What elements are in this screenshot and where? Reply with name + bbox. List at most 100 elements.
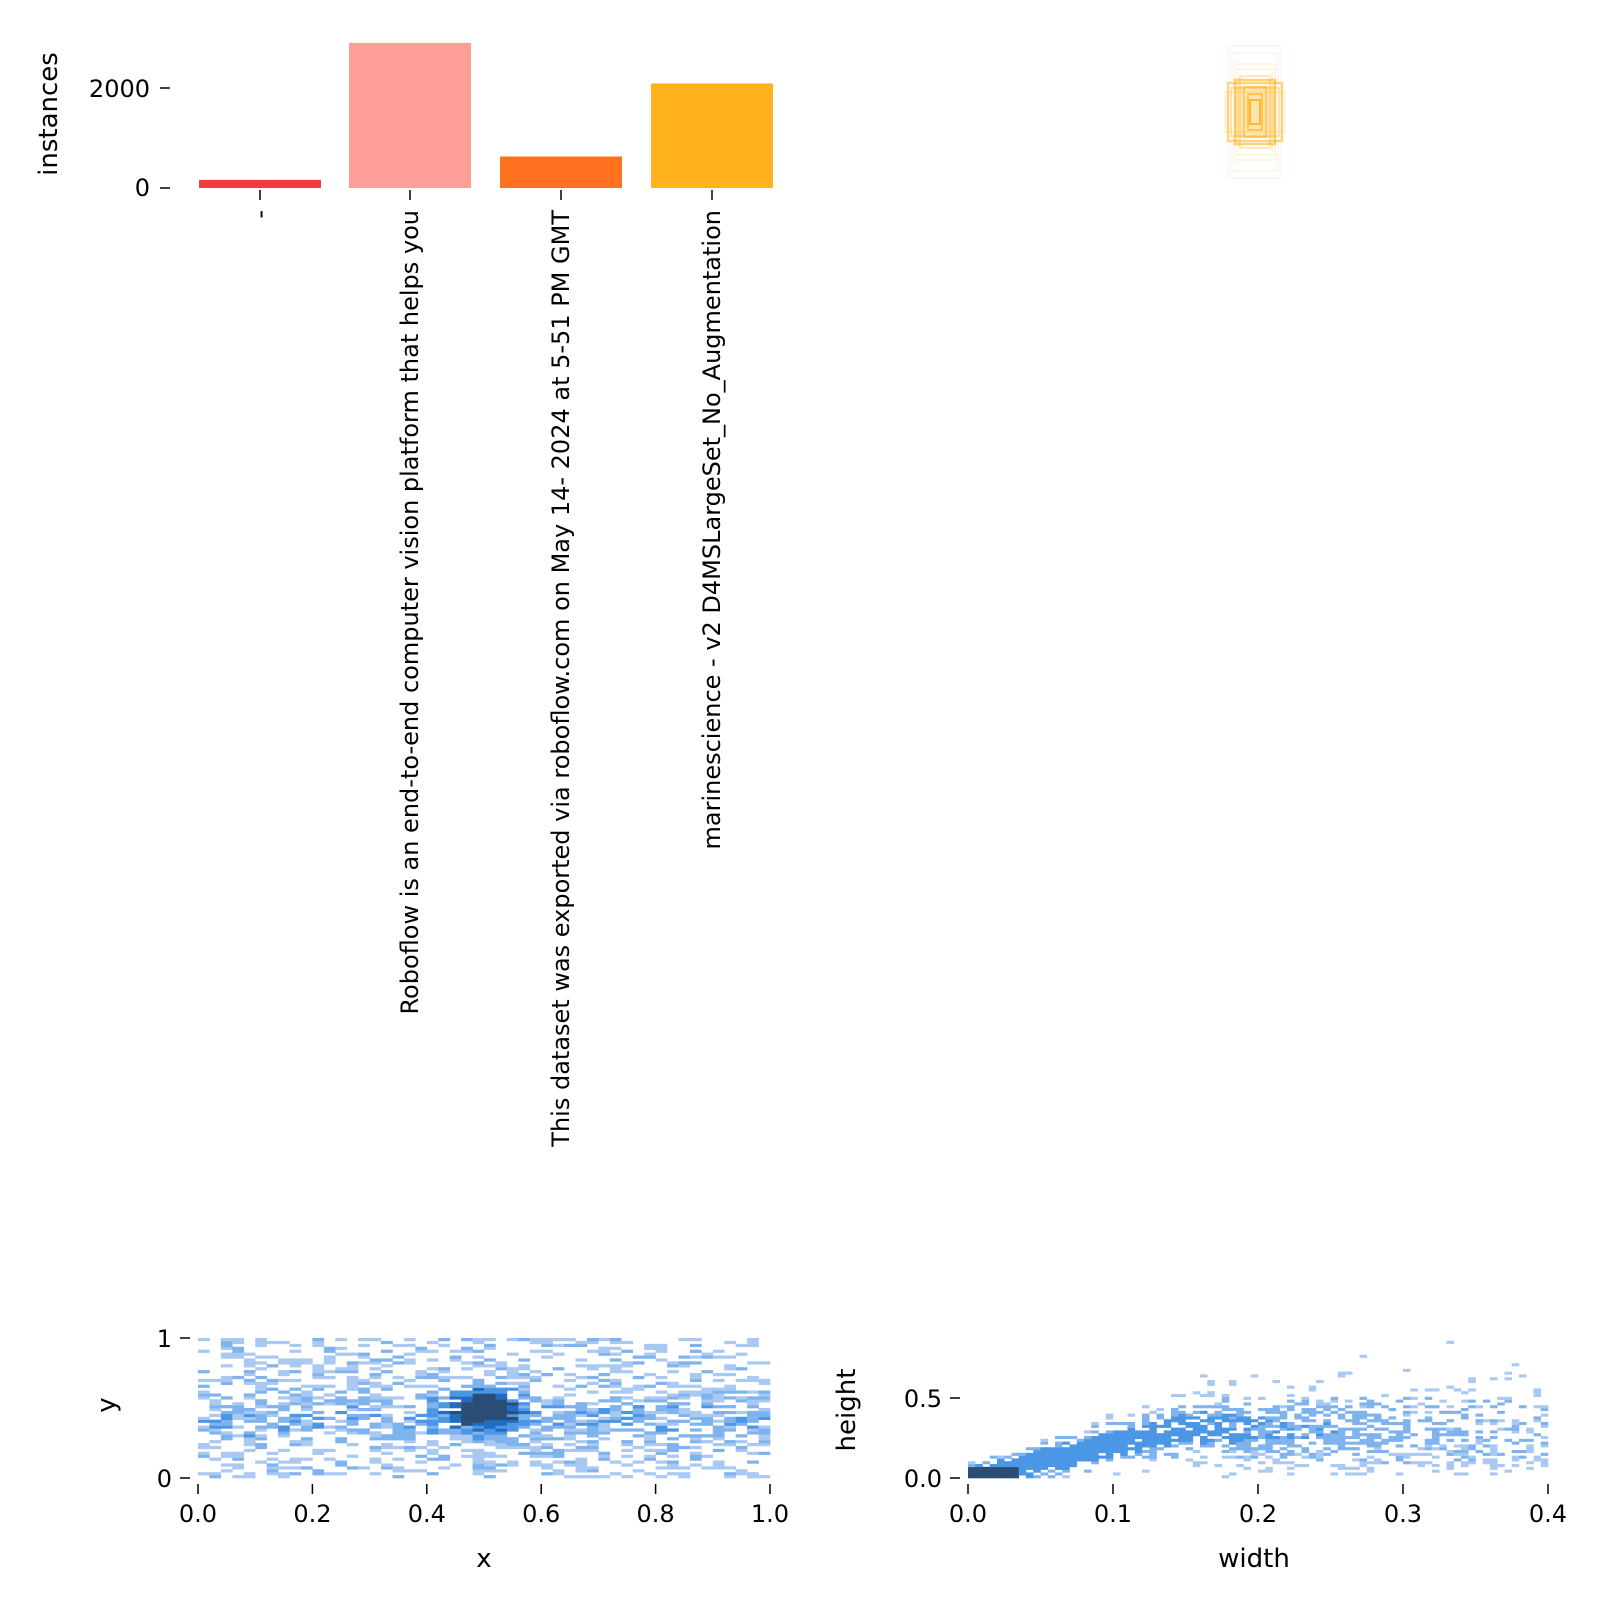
xy-cell-910 bbox=[655, 1375, 668, 1380]
wh-cell-836 bbox=[1490, 1377, 1498, 1381]
wh-cell-861 bbox=[1511, 1363, 1520, 1367]
xy-cell-233 bbox=[323, 1431, 336, 1435]
wh-cell-387 bbox=[1229, 1382, 1237, 1386]
wh-cell-818 bbox=[1482, 1444, 1491, 1448]
xy-cell-102 bbox=[243, 1352, 256, 1356]
wh-cell-262 bbox=[1163, 1436, 1172, 1440]
wh-cell-463 bbox=[1272, 1450, 1281, 1454]
xy-cell-390 bbox=[403, 1338, 416, 1342]
xy-cell-30 bbox=[209, 1402, 222, 1406]
xy-cell-551 bbox=[484, 1428, 496, 1432]
xy-cell-725 bbox=[564, 1434, 576, 1438]
wh-cell-613 bbox=[1352, 1441, 1360, 1445]
wh-cell-888 bbox=[1540, 1452, 1549, 1456]
wh-cell-178 bbox=[1105, 1413, 1114, 1417]
wh-cell-130 bbox=[1076, 1444, 1085, 1448]
wh-cell-835 bbox=[1490, 1405, 1498, 1409]
xy-cell-220 bbox=[312, 1387, 325, 1391]
wh-cell-426 bbox=[1250, 1427, 1259, 1431]
wh-cell-831 bbox=[1490, 1436, 1498, 1440]
wh-cell-583 bbox=[1337, 1464, 1346, 1468]
wh-cell-696 bbox=[1403, 1455, 1411, 1459]
xy-cell-988 bbox=[701, 1405, 714, 1409]
xy-cell-892 bbox=[655, 1475, 668, 1479]
wh-cell-739 bbox=[1432, 1447, 1440, 1451]
xy-cell-397 bbox=[415, 1419, 428, 1423]
xy-cell-423 bbox=[426, 1402, 439, 1406]
xy-cell-178 bbox=[289, 1402, 302, 1406]
wh-ytick-label-0: 0.0 bbox=[904, 1465, 942, 1493]
xy-cell-25 bbox=[209, 1422, 222, 1426]
wh-cell-494 bbox=[1287, 1444, 1295, 1448]
wh-cell-165 bbox=[1105, 1458, 1114, 1462]
wh-cell-100 bbox=[1055, 1447, 1063, 1451]
wh-cell-389 bbox=[1236, 1464, 1244, 1468]
wh-cell-42 bbox=[1011, 1461, 1020, 1465]
xy-cell-690 bbox=[541, 1402, 553, 1406]
wh-cell-395 bbox=[1236, 1436, 1244, 1440]
wh-cell-734 bbox=[1424, 1396, 1433, 1400]
xy-cell-998 bbox=[712, 1466, 725, 1470]
wh-cell-171 bbox=[1105, 1441, 1114, 1445]
xy-cell-918 bbox=[667, 1460, 679, 1464]
xy-cell-138 bbox=[266, 1405, 279, 1409]
xy-cell-100 bbox=[243, 1361, 256, 1365]
wh-cell-122 bbox=[1069, 1447, 1078, 1451]
wh-cell-392 bbox=[1236, 1444, 1244, 1448]
xy-cell-631 bbox=[518, 1434, 531, 1438]
xy-cell-663 bbox=[529, 1428, 542, 1432]
wh-cell-776 bbox=[1453, 1430, 1462, 1434]
xy-cell-598 bbox=[495, 1381, 508, 1385]
bbox-6 bbox=[1243, 86, 1267, 138]
wh-cell-853 bbox=[1511, 1455, 1520, 1459]
wh-cell-143 bbox=[1084, 1430, 1092, 1434]
bbox-4 bbox=[1233, 78, 1277, 146]
xy-cell-700 bbox=[552, 1460, 565, 1464]
xy-cell-486 bbox=[461, 1413, 473, 1418]
xy-cell-478 bbox=[461, 1437, 473, 1441]
xy-cell-1098 bbox=[758, 1390, 771, 1394]
wh-cell-691 bbox=[1395, 1433, 1404, 1437]
xy-cell-710 bbox=[552, 1405, 565, 1409]
xy-cell-876 bbox=[644, 1440, 656, 1444]
xy-cell-451 bbox=[438, 1370, 450, 1374]
xy-cell-312 bbox=[369, 1434, 382, 1438]
xy-cell-272 bbox=[346, 1416, 359, 1420]
xy-cell-1049 bbox=[735, 1419, 748, 1423]
wh-cell-251 bbox=[1156, 1438, 1165, 1442]
xy-cell-560 bbox=[484, 1402, 496, 1406]
wh-cell-754 bbox=[1439, 1410, 1447, 1414]
wh-cell-746 bbox=[1432, 1422, 1440, 1426]
xy-cell-723 bbox=[564, 1443, 576, 1447]
xy-cell-133 bbox=[266, 1451, 279, 1455]
xy-cell-266 bbox=[346, 1454, 359, 1458]
xy-cell-833 bbox=[609, 1340, 622, 1345]
wh-cell-814 bbox=[1475, 1405, 1484, 1409]
wh-cell-390 bbox=[1236, 1455, 1244, 1459]
wh-cell-288 bbox=[1178, 1419, 1186, 1423]
xy-cell-687 bbox=[541, 1419, 553, 1423]
xy-cell-1047 bbox=[735, 1434, 748, 1438]
xy-cell-449 bbox=[438, 1378, 450, 1383]
xy-cell-381 bbox=[403, 1416, 416, 1420]
xy-cell-458 bbox=[449, 1434, 462, 1438]
xy-cell-698 bbox=[552, 1472, 565, 1476]
wh-cell-214 bbox=[1134, 1444, 1143, 1448]
xy-cell-218 bbox=[312, 1402, 325, 1406]
xy-cell-1058 bbox=[735, 1343, 748, 1348]
wh-cell-721 bbox=[1417, 1419, 1426, 1423]
xy-cell-221 bbox=[312, 1384, 325, 1388]
wh-cell-23 bbox=[997, 1472, 1005, 1476]
xy-cell-592 bbox=[495, 1402, 508, 1406]
xy-cell-209 bbox=[300, 1358, 313, 1362]
xy-cell-712 bbox=[552, 1399, 565, 1403]
xy-cell-187 bbox=[289, 1358, 302, 1362]
wh-cell-725 bbox=[1424, 1447, 1433, 1451]
wh-cell-796 bbox=[1468, 1461, 1476, 1465]
wh-cell-153 bbox=[1091, 1436, 1099, 1440]
wh-cell-226 bbox=[1142, 1433, 1150, 1437]
wh-cell-718 bbox=[1417, 1461, 1426, 1465]
wh-cell-329 bbox=[1200, 1394, 1208, 1398]
wh-cell-565 bbox=[1323, 1413, 1331, 1417]
wh-cell-261 bbox=[1163, 1438, 1172, 1442]
